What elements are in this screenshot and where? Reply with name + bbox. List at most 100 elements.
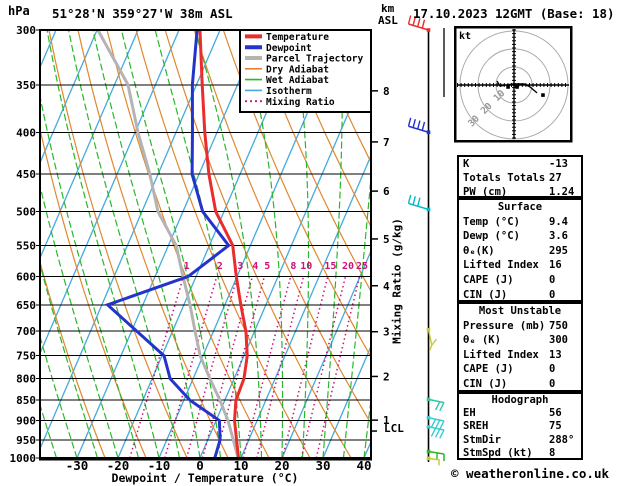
stats-label: SREH bbox=[463, 420, 489, 433]
stats-value: 0 bbox=[549, 377, 556, 390]
mixing-ratio-value-label: 20 bbox=[342, 261, 354, 272]
wind-barb-400 bbox=[407, 117, 431, 135]
hodograph-unit-label: kt bbox=[459, 31, 471, 42]
mixing-ratio-value-label: 1 bbox=[184, 261, 190, 272]
sounding-curves bbox=[96, 31, 249, 457]
curve-parcel-trajectory bbox=[96, 31, 240, 457]
stats-label: CAPE (J) bbox=[463, 273, 514, 286]
stats-row: Dewp (°C) 3.6 bbox=[459, 229, 581, 244]
stats-label: CAPE (J) bbox=[463, 363, 514, 376]
hodograph-trace bbox=[496, 80, 538, 94]
wind-barb-1001 bbox=[426, 456, 440, 466]
stats-value: 8 bbox=[549, 446, 556, 459]
temperature-tick-label: -10 bbox=[148, 458, 171, 473]
temperature-tick-label: -20 bbox=[107, 458, 130, 473]
x-axis-title: Dewpoint / Temperature (°C) bbox=[111, 471, 299, 485]
pressure-tick-label: 450 bbox=[16, 168, 36, 181]
stats-box-indices: K -13 Totals Totals 27 PW (cm) 1.24 bbox=[457, 155, 583, 198]
stats-box-header: Most Unstable bbox=[478, 305, 562, 317]
stats-row: PW (cm) 1.24 bbox=[459, 185, 581, 199]
legend-label: Parcel Trajectory bbox=[266, 54, 364, 65]
stats-value: 295 bbox=[549, 244, 568, 257]
legend-label: Dewpoint bbox=[266, 43, 312, 54]
stats-label: StmSpd (kt) bbox=[463, 446, 533, 459]
curve-dewpoint bbox=[104, 31, 231, 457]
stats-value: -13 bbox=[549, 158, 568, 170]
wind-barb-497 bbox=[407, 194, 431, 212]
pressure-tick-label: 950 bbox=[16, 434, 36, 447]
stats-value: 16 bbox=[549, 259, 562, 272]
stats-label: Dewp (°C) bbox=[463, 230, 520, 243]
pressure-tick-label: 900 bbox=[16, 415, 36, 428]
stats-label: K bbox=[463, 158, 470, 170]
stats-value: 750 bbox=[549, 319, 568, 332]
stats-row: K -13 bbox=[459, 157, 581, 171]
stats-row: SREH 75 bbox=[459, 420, 581, 433]
stats-row: CIN (J) 0 bbox=[459, 288, 581, 303]
mixing-ratio-axis-title: Mixing Ratio (g/kg) bbox=[390, 218, 404, 344]
altitude-tick-label: 7 bbox=[383, 136, 390, 149]
stats-value: 0 bbox=[549, 273, 556, 286]
pressure-tick-label: 350 bbox=[16, 79, 36, 92]
stats-row: CAPE (J) 0 bbox=[459, 273, 581, 288]
wind-barb-893 bbox=[426, 415, 445, 430]
stats-label: θₑ (K) bbox=[463, 334, 501, 347]
stats-value: 300 bbox=[549, 334, 568, 347]
hodograph-marker bbox=[506, 85, 510, 89]
stats-label: Lifted Index bbox=[463, 259, 539, 272]
stats-row: Pressure (mb) 750 bbox=[459, 319, 581, 334]
stats-row: Lifted Index 13 bbox=[459, 348, 581, 363]
pressure-tick-label: 300 bbox=[16, 24, 36, 37]
pressure-tick-label: 700 bbox=[16, 325, 36, 338]
lcl-label: LCL bbox=[384, 422, 404, 435]
stats-row: θₑ(K) 295 bbox=[459, 244, 581, 259]
temperature-tick-label: 10 bbox=[233, 458, 248, 473]
stats-label: CIN (J) bbox=[463, 288, 508, 301]
wind-barb-697 bbox=[426, 327, 438, 351]
pressure-tick-label: 600 bbox=[16, 270, 36, 283]
mixing-ratio-value-label: 8 bbox=[290, 261, 296, 272]
stats-row: Totals Totals 27 bbox=[459, 171, 581, 185]
mixing-ratio-value-label: 25 bbox=[356, 261, 368, 272]
stats-label: PW (cm) bbox=[463, 186, 508, 198]
mixing-ratio-value-label: 2 bbox=[217, 261, 223, 272]
altitude-tick-label: 4 bbox=[383, 280, 390, 293]
copyright: © weatheronline.co.uk bbox=[450, 466, 610, 481]
wind-barb-300 bbox=[407, 15, 431, 32]
pressure-unit-label: hPa bbox=[8, 4, 30, 18]
temperature-tick-label: -30 bbox=[66, 458, 89, 473]
temperature-tick-label: 30 bbox=[315, 458, 330, 473]
hodograph-marker bbox=[541, 93, 545, 97]
pressure-tick-label: 400 bbox=[16, 126, 36, 139]
altitude-tick-label: 8 bbox=[383, 85, 390, 98]
pressure-tick-label: 850 bbox=[16, 394, 36, 407]
mixing-ratio-value-label: 10 bbox=[300, 261, 312, 272]
pressure-tick-label: 650 bbox=[16, 299, 36, 312]
stats-row: Temp (°C) 9.4 bbox=[459, 215, 581, 230]
pressure-tick-label: 500 bbox=[16, 206, 36, 219]
legend-label: Wet Adiabat bbox=[266, 75, 329, 86]
mixing-ratio-value-label: 4 bbox=[252, 261, 258, 272]
stats-value: 3.6 bbox=[549, 230, 568, 243]
stats-row: StmDir 288° bbox=[459, 434, 581, 447]
stats-label: θₑ(K) bbox=[463, 244, 495, 257]
legend-label: Isotherm bbox=[266, 86, 312, 97]
stats-box-hodograph: Hodograph EH 56 SREH 75 StmDir 288° StmSpd (kt)… bbox=[457, 392, 583, 460]
mixing-ratio-labels: 1 2 3 4 5 8 10 15 20 25 bbox=[184, 261, 368, 272]
stats-row: CAPE (J) 0 bbox=[459, 362, 581, 377]
stats-label: Pressure (mb) bbox=[463, 319, 546, 332]
plot-border bbox=[39, 29, 372, 461]
stats-value: 0 bbox=[549, 288, 556, 301]
page-title: 51°28'N 359°27'W 38m ASL bbox=[52, 6, 233, 21]
stats-label: StmDir bbox=[463, 433, 501, 446]
stats-row: EH 56 bbox=[459, 407, 581, 420]
altitude-tick-label: 2 bbox=[383, 370, 390, 383]
mixing-ratio-value-label: 3 bbox=[237, 261, 243, 272]
altitude-unit-asl: ASL bbox=[378, 14, 398, 27]
hodograph-marker bbox=[515, 85, 519, 89]
legend-label: Mixing Ratio bbox=[266, 97, 335, 108]
stats-value: 56 bbox=[549, 407, 562, 420]
stats-value: 27 bbox=[549, 172, 562, 184]
